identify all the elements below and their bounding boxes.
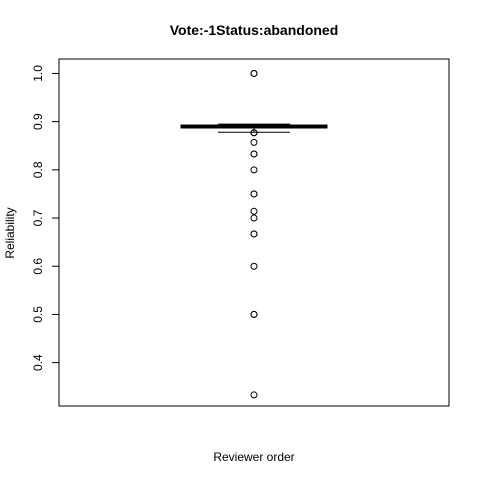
y-tick-label: 0.5 [31,306,45,323]
chart-title: Vote:-1Status:abandoned [170,22,339,38]
outlier-point [250,138,258,146]
outlier-point [250,207,258,215]
outlier-point [250,69,258,77]
outlier-point [250,262,258,270]
outlier-point [250,129,258,137]
y-tick-label: 0.6 [31,258,45,275]
y-tick-label: 0.9 [31,113,45,130]
outlier-point [250,391,258,399]
box-group [180,123,328,133]
outlier-point [250,150,258,158]
x-axis-label: Reviewer order [213,450,294,464]
outlier-point [250,310,258,318]
y-tick-label: 0.8 [31,161,45,178]
outlier-group [250,69,258,399]
outlier-point [250,166,258,174]
plot-frame [58,58,450,407]
y-tick-label: 0.7 [31,209,45,226]
outlier-point [250,230,258,238]
outlier-point [250,214,258,222]
y-axis: 0.4 0.5 0.6 0.7 0.8 0.9 1.0 [31,65,60,371]
y-tick-label: 1.0 [31,65,45,82]
y-axis-label: Reliability [3,207,17,258]
outlier-point [250,190,258,198]
y-tick-label: 0.4 [31,354,45,371]
